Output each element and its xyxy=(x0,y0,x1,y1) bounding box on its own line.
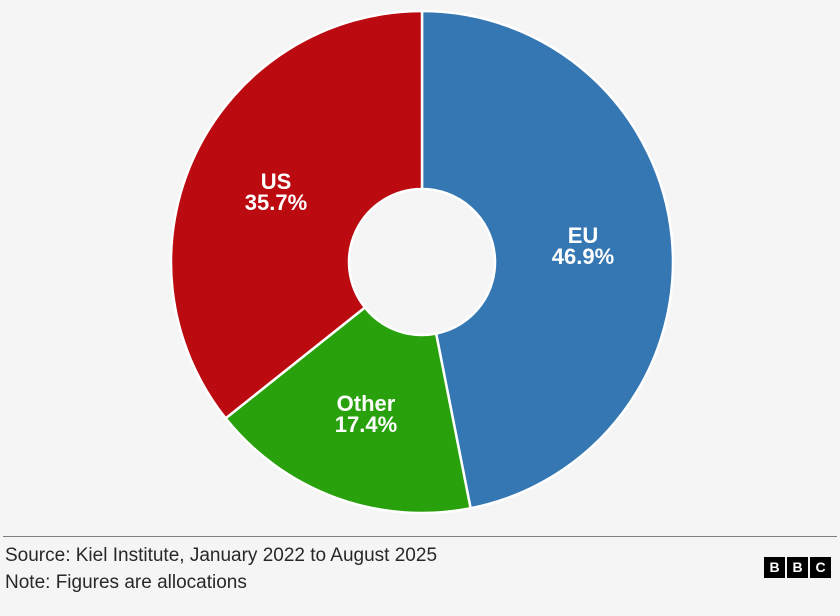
bbc-logo-letter: B xyxy=(787,557,808,578)
footer: Source: Kiel Institute, January 2022 to … xyxy=(0,536,840,616)
donut-slice-other xyxy=(223,305,473,515)
source-text: Source: Kiel Institute, January 2022 to … xyxy=(5,545,438,566)
donut-chart xyxy=(169,9,675,515)
bbc-logo: B B C xyxy=(764,557,831,578)
note-text: Note: Figures are allocations xyxy=(5,572,247,593)
bbc-logo-letter: C xyxy=(810,557,831,578)
footer-text: Source: Kiel Institute, January 2022 to … xyxy=(0,537,840,596)
donut-slice-eu xyxy=(420,9,675,510)
footer-divider xyxy=(3,536,837,537)
chart-area: EU 46.9% Other 17.4% US 35.7% xyxy=(169,9,675,515)
donut-slice-us xyxy=(169,9,424,421)
bbc-logo-letter: B xyxy=(764,557,785,578)
